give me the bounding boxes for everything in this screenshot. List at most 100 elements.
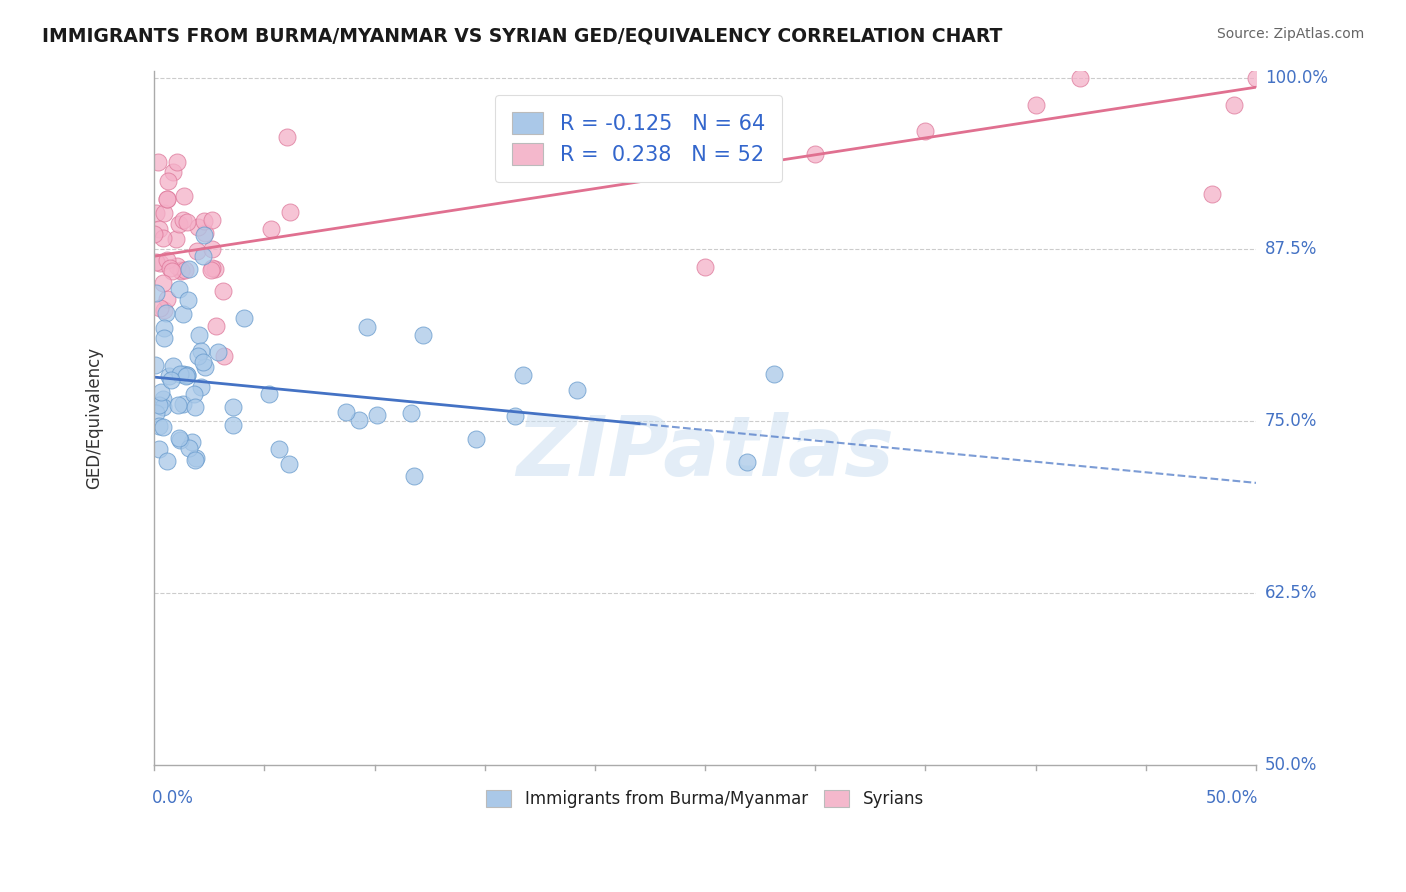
- Point: [222, 401, 245, 415]
- Point: [207, 345, 229, 359]
- Point: [267, 442, 290, 457]
- Point: [148, 221, 170, 235]
- Point: [278, 457, 301, 471]
- Point: [162, 165, 184, 179]
- Point: [156, 192, 179, 206]
- Point: [173, 189, 195, 203]
- Point: [156, 252, 179, 267]
- Point: [179, 262, 201, 277]
- Point: [201, 243, 224, 257]
- Point: [187, 349, 209, 363]
- Text: Source: ZipAtlas.com: Source: ZipAtlas.com: [1216, 27, 1364, 41]
- Point: [335, 405, 357, 419]
- Point: [181, 434, 204, 449]
- Point: [276, 130, 298, 145]
- Point: [233, 311, 256, 326]
- Point: [146, 154, 169, 169]
- Text: IMMIGRANTS FROM BURMA/MYANMAR VS SYRIAN GED/EQUIVALENCY CORRELATION CHART: IMMIGRANTS FROM BURMA/MYANMAR VS SYRIAN …: [42, 27, 1002, 45]
- Point: [356, 320, 378, 334]
- Point: [176, 368, 198, 382]
- Text: 100.0%: 100.0%: [1265, 69, 1327, 87]
- Point: [157, 174, 180, 188]
- Point: [503, 409, 526, 424]
- Point: [156, 192, 179, 206]
- Point: [1244, 70, 1267, 85]
- Text: 50.0%: 50.0%: [1206, 789, 1258, 807]
- Point: [166, 259, 188, 273]
- Point: [695, 260, 717, 274]
- Point: [170, 264, 193, 278]
- Point: [201, 213, 224, 227]
- Point: [155, 454, 177, 468]
- Point: [172, 368, 194, 382]
- Point: [177, 441, 200, 455]
- Legend: Immigrants from Burma/Myanmar, Syrians: Immigrants from Burma/Myanmar, Syrians: [479, 784, 931, 815]
- Point: [184, 453, 207, 467]
- Point: [176, 368, 198, 382]
- Text: 75.0%: 75.0%: [1265, 412, 1317, 430]
- Point: [152, 392, 174, 407]
- Point: [169, 367, 191, 381]
- Point: [347, 413, 370, 427]
- Point: [145, 406, 167, 420]
- Point: [145, 255, 167, 269]
- Point: [1223, 97, 1246, 112]
- Point: [176, 368, 198, 383]
- Point: [167, 217, 190, 231]
- Point: [177, 293, 200, 308]
- Point: [212, 285, 235, 299]
- Point: [366, 409, 388, 423]
- Point: [148, 419, 170, 434]
- Point: [150, 384, 173, 399]
- Point: [204, 261, 226, 276]
- Point: [184, 400, 207, 414]
- Point: [143, 358, 166, 372]
- Point: [165, 232, 187, 246]
- Point: [155, 306, 177, 320]
- Point: [169, 431, 191, 445]
- Point: [194, 226, 217, 240]
- Point: [167, 282, 190, 296]
- Point: [153, 320, 176, 334]
- Point: [152, 230, 174, 244]
- Point: [1069, 70, 1091, 85]
- Point: [156, 293, 179, 307]
- Point: [399, 406, 422, 420]
- Point: [193, 214, 215, 228]
- Point: [169, 434, 191, 448]
- Point: [1201, 186, 1223, 201]
- Point: [565, 384, 588, 398]
- Point: [148, 398, 170, 412]
- Point: [160, 264, 183, 278]
- Point: [176, 215, 198, 229]
- Point: [193, 228, 215, 243]
- Point: [152, 331, 174, 345]
- Point: [167, 398, 190, 412]
- Point: [149, 255, 172, 269]
- Point: [172, 307, 194, 321]
- Point: [172, 213, 194, 227]
- Point: [204, 319, 226, 334]
- Text: 87.5%: 87.5%: [1265, 240, 1317, 259]
- Point: [143, 227, 166, 241]
- Point: [222, 418, 245, 433]
- Point: [145, 285, 167, 300]
- Point: [762, 368, 785, 382]
- Point: [148, 442, 170, 456]
- Text: ZIPatlas: ZIPatlas: [516, 412, 894, 492]
- Text: 0.0%: 0.0%: [152, 789, 194, 807]
- Point: [186, 244, 208, 259]
- Point: [735, 455, 758, 469]
- Point: [160, 373, 183, 387]
- Point: [404, 468, 426, 483]
- Point: [152, 276, 174, 290]
- Point: [152, 400, 174, 414]
- Point: [412, 327, 434, 342]
- Point: [804, 146, 827, 161]
- Text: GED/Equivalency: GED/Equivalency: [84, 347, 103, 489]
- Point: [153, 206, 176, 220]
- Point: [193, 249, 215, 263]
- Point: [194, 360, 217, 375]
- Point: [149, 301, 172, 316]
- Point: [172, 397, 194, 411]
